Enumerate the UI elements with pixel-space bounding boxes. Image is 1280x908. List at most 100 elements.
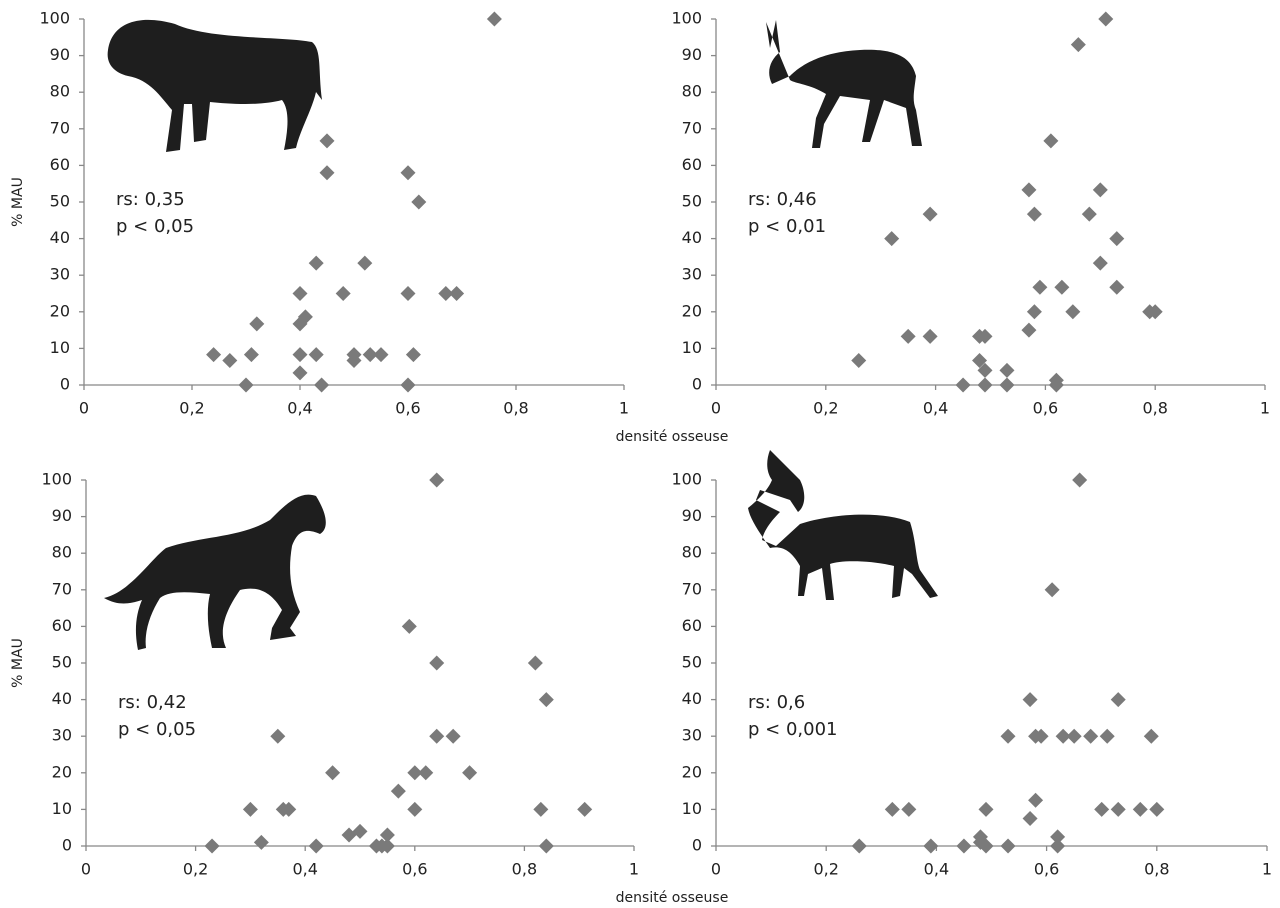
y-tick-label: 20 [52, 762, 72, 781]
data-point [1048, 377, 1064, 393]
data-point [357, 255, 373, 271]
annotation: p < 0,05 [116, 216, 194, 237]
x-tick-label: 0,2 [179, 399, 204, 418]
data-point [445, 728, 461, 744]
x-tick-label: 1 [1262, 860, 1272, 879]
annotation: rs: 0,46 [748, 189, 817, 210]
data-point [1092, 182, 1108, 198]
x-axis-label: densité osseuse [616, 429, 729, 445]
data-point [901, 801, 917, 817]
data-point [884, 231, 900, 247]
data-point [1055, 728, 1071, 744]
data-point [851, 838, 867, 854]
data-point [486, 11, 502, 27]
data-point [308, 838, 324, 854]
data-point [400, 377, 416, 393]
data-point [1092, 255, 1108, 271]
data-point [999, 377, 1015, 393]
data-point [851, 352, 867, 368]
x-tick-label: 1 [629, 860, 639, 879]
data-point [429, 655, 445, 671]
data-point [1021, 322, 1037, 338]
data-point [243, 347, 259, 363]
data-point [204, 838, 220, 854]
x-tick-label: 0,2 [813, 399, 838, 418]
data-point [325, 765, 341, 781]
saiga-silhouette [766, 20, 922, 148]
annotation: rs: 0,42 [118, 692, 187, 713]
data-point [1050, 829, 1066, 845]
data-point [884, 801, 900, 817]
y-tick-label: 50 [682, 192, 702, 211]
data-point [1050, 838, 1066, 854]
data-point [206, 347, 222, 363]
data-point [1000, 728, 1016, 744]
data-point [978, 838, 994, 854]
y-tick-label: 20 [50, 301, 70, 320]
data-point [438, 286, 454, 301]
y-tick-label: 100 [41, 470, 72, 489]
data-point [1099, 728, 1115, 744]
data-point [362, 347, 378, 363]
x-tick-label: 1 [1260, 399, 1270, 418]
data-point [922, 328, 938, 344]
data-point [1081, 206, 1097, 222]
data-point [222, 352, 238, 368]
y-tick-label: 60 [682, 155, 702, 174]
y-tick-label: 60 [682, 616, 702, 635]
data-point [538, 692, 554, 708]
x-tick-label: 0,2 [183, 860, 208, 879]
data-point [977, 377, 993, 393]
data-point [429, 472, 445, 488]
y-tick-label: 0 [60, 375, 70, 394]
data-point [538, 838, 554, 854]
data-point [922, 206, 938, 222]
data-point [249, 316, 265, 332]
x-tick-label: 0,6 [1034, 860, 1059, 879]
x-tick-label: 0 [711, 860, 721, 879]
y-tick-label: 70 [52, 579, 72, 598]
data-point [533, 801, 549, 817]
data-point [292, 365, 308, 381]
data-point [1033, 728, 1049, 744]
data-point [1109, 231, 1125, 247]
y-tick-label: 50 [682, 653, 702, 672]
data-point [1026, 304, 1042, 320]
data-point [1021, 182, 1037, 198]
data-point [1054, 279, 1070, 295]
annotation: p < 0,01 [748, 216, 826, 237]
data-point [379, 838, 395, 854]
data-point [956, 838, 972, 854]
annotation: p < 0,001 [748, 719, 837, 740]
x-tick-label: 0,2 [813, 860, 838, 879]
data-point [1149, 801, 1165, 817]
y-tick-label: 10 [682, 799, 702, 818]
y-tick-label: 50 [52, 653, 72, 672]
y-tick-label: 20 [682, 762, 702, 781]
x-tick-label: 0,6 [402, 860, 427, 879]
y-tick-label: 90 [50, 45, 70, 64]
annotation: rs: 0,35 [116, 189, 185, 210]
x-tick-label: 0 [81, 860, 91, 879]
data-point [1083, 728, 1099, 744]
y-axis-label: % MAU [10, 177, 26, 227]
data-point [335, 286, 351, 301]
y-tick-label: 90 [682, 506, 702, 525]
data-point [407, 801, 423, 817]
data-point [281, 801, 297, 817]
data-point [1000, 838, 1016, 854]
y-tick-label: 0 [692, 836, 702, 855]
y-tick-label: 80 [682, 543, 702, 562]
x-tick-label: 0,4 [292, 860, 317, 879]
annotation: rs: 0,6 [748, 692, 805, 713]
y-tick-label: 70 [682, 118, 702, 137]
y-tick-label: 90 [682, 45, 702, 64]
data-point [1110, 801, 1126, 817]
data-point [405, 347, 421, 363]
x-tick-label: 0,4 [924, 860, 949, 879]
data-point [308, 347, 324, 363]
data-point [253, 834, 269, 850]
data-point [972, 352, 988, 368]
data-point [1109, 279, 1125, 295]
data-point [977, 328, 993, 344]
